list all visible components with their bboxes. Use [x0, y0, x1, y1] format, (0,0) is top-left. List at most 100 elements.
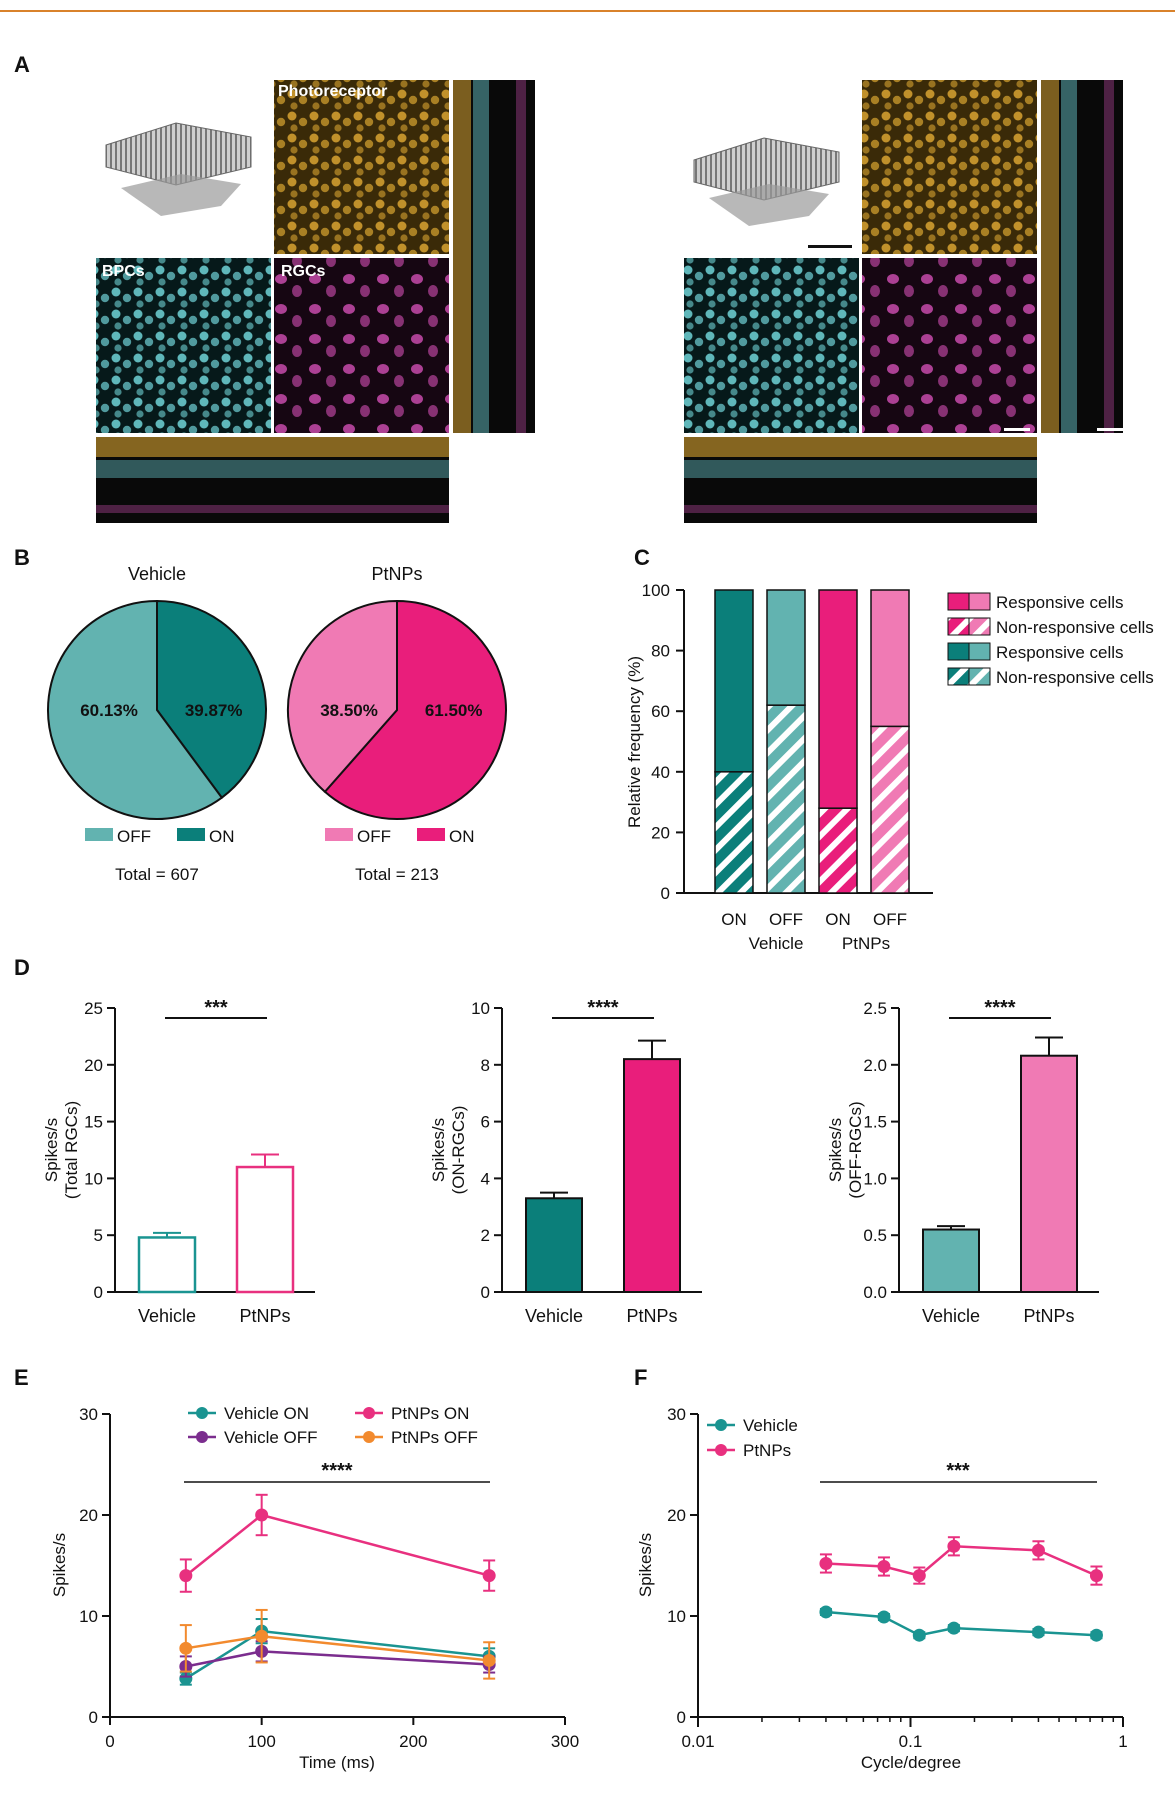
- c-xtick-label: ON: [721, 910, 747, 929]
- d-bar: [922, 1228, 980, 1294]
- f-series-line: [825, 1545, 1097, 1577]
- d-xtick-label: PtNPs: [1023, 1306, 1074, 1326]
- e-legend-label: PtNPs ON: [391, 1404, 469, 1423]
- e-ytick-label: 10: [79, 1607, 98, 1626]
- d-bar: [235, 1165, 295, 1294]
- c-legend-label: Non-responsive cells: [996, 618, 1154, 637]
- c-ytick-label: 60: [651, 702, 670, 721]
- d-ytick-label: 5: [94, 1226, 103, 1245]
- e-series-line: [185, 1513, 490, 1577]
- e-xlabel: Time (ms): [299, 1753, 375, 1772]
- panel-letter-c: C: [634, 545, 650, 570]
- e-point: [179, 1569, 193, 1583]
- panel-letter-f: F: [634, 1365, 647, 1390]
- legend-swatch-on: [177, 828, 205, 841]
- bottom-strip-photo: [684, 437, 1037, 457]
- e-xtick-label: 300: [551, 1732, 579, 1751]
- bottom-strip-rgc: [684, 505, 1037, 513]
- legend-label-off: OFF: [117, 827, 151, 846]
- side-strip-bpc: [473, 80, 489, 433]
- e-xtick-label: 200: [399, 1732, 427, 1751]
- f-ylabel: Spikes/s: [636, 1533, 655, 1597]
- d-ytick-label: 2: [481, 1226, 490, 1245]
- d-ytick-label: 10: [471, 999, 490, 1018]
- pie-label-off: 60.13%: [80, 701, 138, 720]
- d-ytick-label: 0: [481, 1283, 490, 1302]
- c-ytick-label: 100: [642, 581, 670, 600]
- e-series-line: [185, 1650, 490, 1668]
- e-xtick-label: 100: [247, 1732, 275, 1751]
- bpc-image: [684, 258, 859, 433]
- panel-letter-d: D: [14, 955, 30, 980]
- d-ytick-label: 8: [481, 1056, 490, 1075]
- f-legend-label: Vehicle: [743, 1416, 798, 1435]
- c-legend-swatch: [947, 617, 970, 636]
- c-bar-nonresponsive: [818, 807, 858, 894]
- bottom-strip-bpc: [96, 460, 449, 478]
- d-ytick-label: 15: [84, 1113, 103, 1132]
- c-group-label: PtNPs: [842, 934, 890, 953]
- c-xtick-label: ON: [825, 910, 851, 929]
- bottom-strip-rgc: [96, 505, 449, 513]
- d-ytick-label: 2.0: [863, 1056, 887, 1075]
- d-xtick-label: PtNPs: [626, 1306, 677, 1326]
- f-point: [877, 1610, 891, 1624]
- c-xtick-label: OFF: [769, 910, 803, 929]
- c-xtick-label: OFF: [873, 910, 907, 929]
- e-significance-label: ****: [321, 1460, 352, 1482]
- c-bar-nonresponsive: [870, 725, 910, 894]
- d-ytick-label: 1.5: [863, 1113, 887, 1132]
- d-ytick-label: 0.0: [863, 1283, 887, 1302]
- c-bar-responsive: [766, 589, 806, 706]
- bottom-strip-photo: [96, 437, 449, 457]
- journal-header-rule: [0, 0, 1175, 12]
- e-point: [482, 1569, 496, 1583]
- pie-slice-off: [287, 599, 398, 794]
- d-ylabel-sub: (ON-RGCs): [449, 1106, 468, 1195]
- bottom-strip-bpc: [684, 460, 1037, 478]
- d-significance-label: ****: [984, 997, 1015, 1019]
- f-ytick-label: 10: [667, 1607, 686, 1626]
- d-xtick-label: PtNPs: [239, 1306, 290, 1326]
- e-xtick-label: 0: [105, 1732, 114, 1751]
- c-ytick-label: 0: [661, 884, 670, 903]
- legend-swatch-off: [325, 828, 353, 841]
- legend-label-on: ON: [209, 827, 235, 846]
- e-point: [255, 1629, 269, 1643]
- f-point: [1031, 1625, 1045, 1639]
- panel-a-3d-render: [693, 137, 840, 226]
- c-bar-nonresponsive: [766, 704, 806, 894]
- pie-total: Total = 607: [115, 865, 199, 884]
- e-legend-label: PtNPs OFF: [391, 1428, 478, 1447]
- e-legend-marker: [196, 1431, 208, 1443]
- d-ylabel: Spikes/s: [826, 1118, 845, 1182]
- d-ytick-label: 20: [84, 1056, 103, 1075]
- d-significance-label: ***: [204, 997, 228, 1019]
- render-3d-cells: [709, 184, 829, 226]
- side-strip-rgc: [516, 80, 526, 433]
- f-xlabel: Cycle/degree: [861, 1753, 961, 1772]
- pie-slice-on: [323, 599, 507, 820]
- c-bar-responsive: [714, 589, 754, 773]
- f-ytick-label: 30: [667, 1405, 686, 1424]
- e-ytick-label: 0: [89, 1708, 98, 1727]
- c-legend-swatch: [947, 667, 970, 686]
- c-group-label: Vehicle: [749, 934, 804, 953]
- side-strip-photo: [453, 80, 471, 433]
- e-legend-marker: [196, 1407, 208, 1419]
- e-legend-label: Vehicle ON: [224, 1404, 309, 1423]
- bpc-image: [96, 258, 271, 433]
- c-legend-swatch: [968, 592, 991, 611]
- d-ytick-label: 4: [481, 1169, 490, 1188]
- d-xtick-label: Vehicle: [138, 1306, 196, 1326]
- c-ytick-label: 40: [651, 763, 670, 782]
- f-legend-marker: [715, 1444, 727, 1456]
- c-legend-label: Responsive cells: [996, 643, 1124, 662]
- f-point: [912, 1569, 926, 1583]
- panel-letter-a: A: [14, 52, 30, 77]
- c-legend-label: Responsive cells: [996, 593, 1124, 612]
- e-ylabel: Spikes/s: [50, 1533, 69, 1597]
- d-ytick-label: 0.5: [863, 1226, 887, 1245]
- d-ytick-label: 6: [481, 1113, 490, 1132]
